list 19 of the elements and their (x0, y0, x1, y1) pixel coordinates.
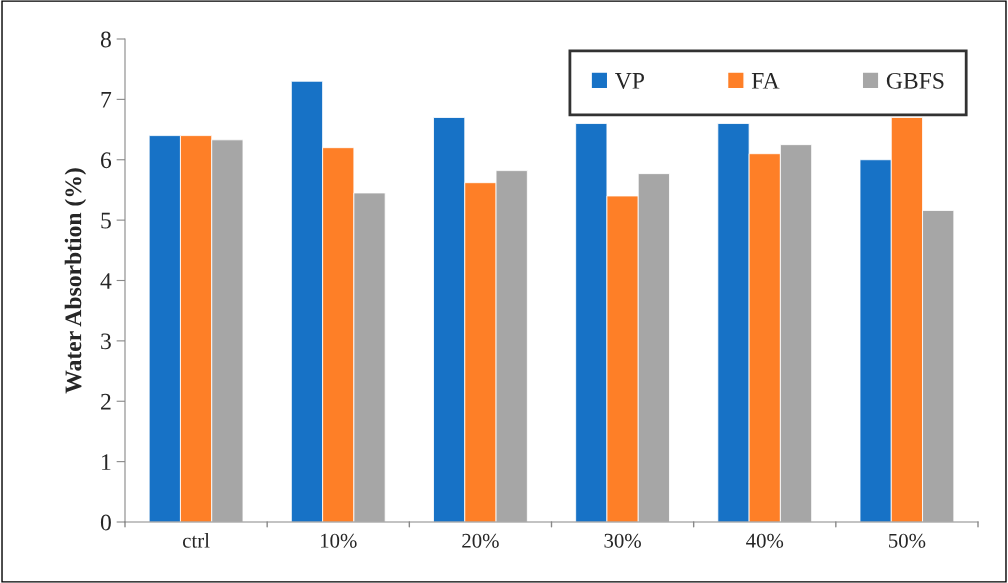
y-tick-label: 3 (101, 333, 111, 350)
y-axis-title: Water Absorbtion (%) (64, 168, 87, 394)
y-tick-label: 4 (100, 273, 112, 289)
x-tick-label: 30% (604, 533, 641, 548)
legend-label: VP (615, 73, 644, 89)
legend-label: FA (751, 73, 780, 89)
y-tick-label: 0 (100, 514, 111, 531)
x-tick-label: 10% (320, 533, 357, 548)
y-tick-label: 2 (101, 393, 111, 410)
x-tick-label: 20% (462, 533, 499, 548)
x-tick-label: ctrl (183, 533, 210, 548)
y-tick-label: 7 (101, 92, 112, 108)
y-tick-label: 5 (101, 212, 111, 229)
x-tick-label: 40% (746, 533, 784, 548)
y-tick-label: 6 (101, 152, 112, 169)
y-tick-label: 8 (100, 31, 111, 48)
legend-label: GBFS (886, 72, 944, 89)
y-tick-label: 1 (102, 454, 111, 470)
x-tick-label: 50% (889, 533, 926, 548)
